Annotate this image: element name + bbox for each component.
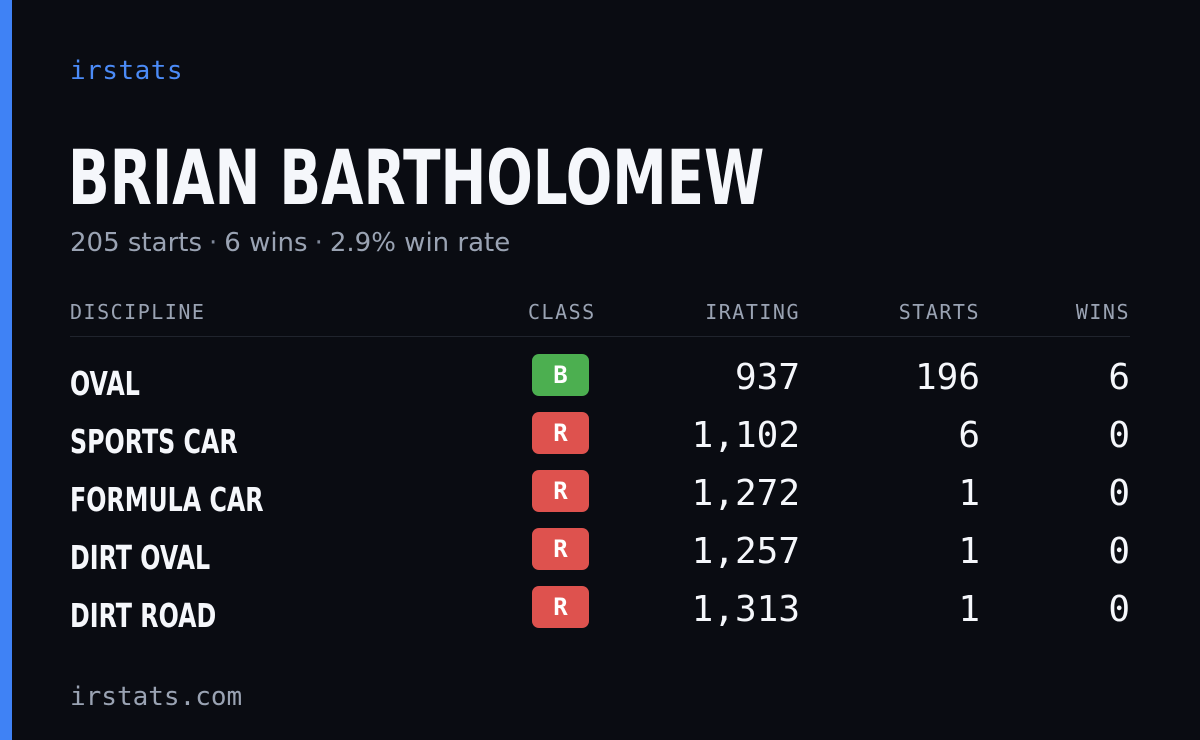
starts-value: 6 <box>958 415 980 456</box>
starts-value: 1 <box>958 589 980 630</box>
class-badge: R <box>532 528 589 570</box>
table-row: DIRT ROAD R 1,313 1 0 <box>70 582 1130 640</box>
class-badge: B <box>532 354 589 396</box>
discipline-name: OVAL <box>70 364 140 403</box>
class-badge: R <box>532 412 589 454</box>
wins-value: 0 <box>1108 589 1130 630</box>
summary-wins: 6 wins <box>224 228 308 258</box>
wins-value: 0 <box>1108 531 1130 572</box>
column-header-wins: WINS <box>1075 300 1130 324</box>
table-row: OVAL B 937 196 6 <box>70 350 1130 408</box>
table-row: FORMULA CAR R 1,272 1 0 <box>70 466 1130 524</box>
driver-name: BRIAN BARTHOLOMEW <box>68 133 765 222</box>
irating-value: 1,102 <box>691 415 800 456</box>
brand-logo-text: irstats <box>70 56 184 86</box>
discipline-name: FORMULA CAR <box>70 480 264 519</box>
starts-value: 1 <box>958 531 980 572</box>
wins-value: 0 <box>1108 473 1130 514</box>
class-badge: R <box>532 586 589 628</box>
discipline-name: SPORTS CAR <box>70 422 238 461</box>
summary-separator: · <box>209 228 218 258</box>
irating-value: 1,313 <box>691 589 800 630</box>
irating-value: 1,272 <box>691 473 800 514</box>
starts-value: 196 <box>914 357 980 398</box>
table-row: SPORTS CAR R 1,102 6 0 <box>70 408 1130 466</box>
discipline-name: DIRT ROAD <box>70 596 217 635</box>
column-header-class: CLASS <box>528 300 596 324</box>
irating-value: 1,257 <box>691 531 800 572</box>
accent-bar <box>0 0 12 740</box>
wins-value: 6 <box>1108 357 1130 398</box>
table-header: DISCIPLINE CLASS IRATING STARTS WINS <box>70 300 1130 337</box>
column-header-irating: IRATING <box>705 300 800 324</box>
table-row: DIRT OVAL R 1,257 1 0 <box>70 524 1130 582</box>
footer-url: irstats.com <box>70 682 243 712</box>
starts-value: 1 <box>958 473 980 514</box>
column-header-discipline: DISCIPLINE <box>70 300 206 324</box>
discipline-table-body: OVAL B 937 196 6 SPORTS CAR R 1,102 6 0 … <box>70 350 1130 640</box>
summary-separator: · <box>314 228 323 258</box>
column-header-starts: STARTS <box>898 300 980 324</box>
class-badge: R <box>532 470 589 512</box>
summary-win-rate: 2.9% win rate <box>329 228 511 258</box>
discipline-name: DIRT OVAL <box>70 538 211 577</box>
wins-value: 0 <box>1108 415 1130 456</box>
driver-summary: 205 starts · 6 wins · 2.9% win rate <box>70 228 510 258</box>
summary-starts: 205 starts <box>70 228 202 258</box>
irating-value: 937 <box>734 357 800 398</box>
